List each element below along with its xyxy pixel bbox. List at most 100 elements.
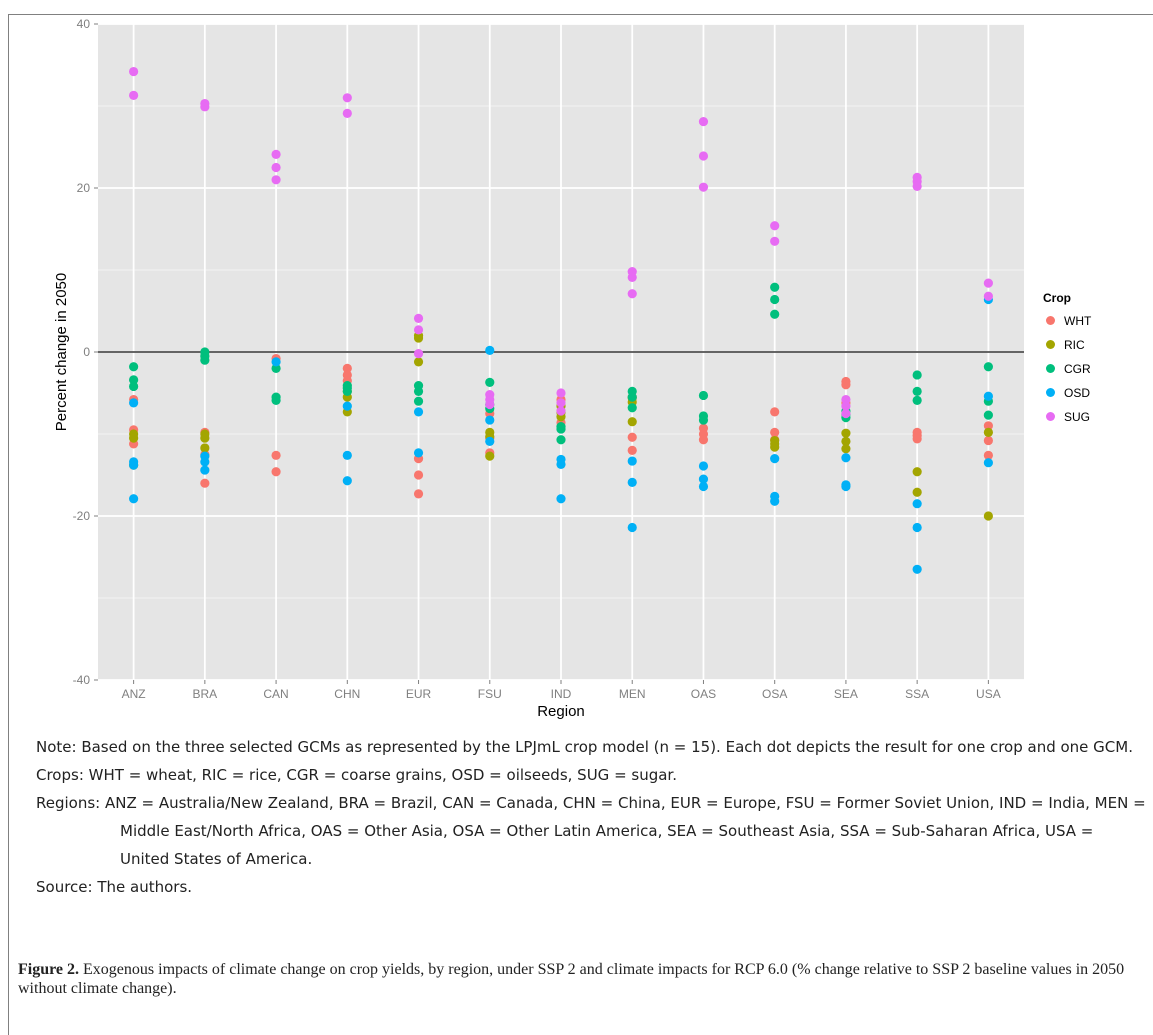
data-point-sug: [413, 349, 424, 359]
x-tick-label: BRA: [193, 687, 218, 701]
figure-frame: [8, 14, 1153, 1035]
legend-label: RIC: [1064, 338, 1085, 352]
data-point-sug: [342, 108, 352, 118]
data-point-wht: [983, 435, 993, 446]
data-point-osd: [129, 398, 139, 408]
data-point-sug: [698, 151, 709, 161]
data-point-sug: [271, 162, 281, 173]
x-tick-label: SSA: [905, 687, 929, 701]
data-point-cgr: [912, 395, 922, 405]
data-point-wht: [841, 380, 851, 390]
data-point-osd: [912, 522, 922, 533]
data-point-sug: [698, 116, 709, 127]
y-tick-label: 20: [77, 181, 91, 195]
data-point-osd: [912, 564, 922, 574]
legend-label: CGR: [1064, 362, 1091, 376]
legend-item-osd: OSD: [1046, 384, 1090, 402]
data-point-ric: [413, 333, 424, 343]
y-axis-label: Percent change in 2050: [53, 273, 70, 431]
data-point-cgr: [271, 395, 281, 405]
data-point-osd: [627, 456, 637, 466]
data-point-sug: [627, 272, 637, 282]
data-point-sug: [841, 394, 851, 405]
caption-label: Figure 2.: [18, 961, 80, 978]
source-text: Source: The authors.: [36, 878, 193, 896]
legend-label: SUG: [1064, 410, 1091, 424]
x-tick-label: EUR: [406, 687, 432, 701]
caption-text: Exogenous impacts of climate change on c…: [18, 961, 1125, 997]
data-point-osd: [413, 407, 424, 417]
data-point-wht: [271, 450, 281, 460]
data-point-cgr: [770, 282, 780, 292]
x-tick-label: ANZ: [122, 687, 146, 701]
data-point-sug: [912, 181, 922, 191]
data-point-sug: [556, 398, 566, 408]
figure-caption: Figure 2. Exogenous impacts of climate c…: [18, 960, 1138, 998]
legend-title: Crop: [1043, 291, 1071, 305]
x-tick-label: OSA: [762, 687, 787, 701]
data-point-sug: [983, 278, 993, 288]
data-point-cgr: [698, 390, 709, 401]
data-point-ric: [129, 433, 139, 443]
legend-item-sug: SUG: [1046, 408, 1090, 426]
data-point-osd: [485, 345, 495, 355]
data-point-osd: [841, 481, 851, 492]
y-tick-label: 0: [83, 345, 90, 359]
data-point-osd: [485, 415, 495, 425]
data-point-ric: [841, 444, 851, 454]
legend-label: OSD: [1064, 386, 1091, 400]
data-point-sug: [200, 102, 210, 112]
x-tick-label: CHN: [334, 687, 360, 701]
data-point-osd: [413, 448, 424, 458]
x-tick-label: IND: [551, 687, 572, 701]
data-point-osd: [627, 477, 637, 487]
data-point-osd: [556, 494, 566, 504]
legend-item-cgr: CGR: [1046, 360, 1091, 378]
data-point-wht: [342, 363, 352, 373]
data-point-cgr: [698, 415, 709, 425]
data-point-osd: [200, 457, 210, 467]
data-point-ric: [841, 436, 851, 446]
data-point-ric: [200, 433, 210, 443]
data-point-osd: [841, 453, 851, 463]
data-point-sug: [983, 291, 993, 301]
x-tick-label: FSU: [478, 687, 502, 701]
data-point-cgr: [770, 294, 780, 305]
data-point-cgr: [770, 309, 780, 319]
data-point-wht: [770, 427, 780, 437]
data-point-osd: [342, 450, 352, 460]
x-axis-label: Region: [537, 703, 585, 720]
legend-label: WHT: [1064, 314, 1092, 328]
y-tick-label: 40: [77, 17, 91, 31]
data-point-osd: [485, 436, 495, 446]
data-point-cgr: [983, 362, 993, 372]
data-point-sug: [627, 289, 637, 299]
data-point-osd: [129, 494, 139, 504]
data-point-osd: [770, 496, 780, 506]
legend-swatch: [1046, 364, 1055, 374]
crops-text: Crops: WHT = wheat, RIC = rice, CGR = co…: [36, 766, 677, 784]
data-point-cgr: [129, 362, 139, 372]
data-point-sug: [342, 93, 352, 103]
data-point-ric: [627, 417, 637, 427]
data-point-wht: [413, 470, 424, 480]
data-point-ric: [485, 451, 495, 461]
data-point-sug: [413, 325, 424, 335]
data-point-ric: [912, 467, 922, 477]
data-point-sug: [129, 90, 139, 100]
data-point-wht: [200, 478, 210, 488]
data-point-wht: [912, 434, 922, 444]
data-point-cgr: [271, 363, 281, 373]
note-text: Note: Based on the three selected GCMs a…: [36, 738, 1133, 756]
data-point-sug: [841, 408, 851, 419]
data-point-cgr: [129, 381, 139, 392]
data-point-ric: [983, 511, 993, 521]
scatter-chart: 40 20 0 -20 -40 ANZ BRA CAN CHN EUR FSU IND MEN OAS O…: [53, 17, 1024, 720]
data-point-osd: [627, 522, 637, 533]
y-tick-label: -40: [73, 673, 91, 687]
y-tick-label: -20: [73, 509, 91, 523]
legend-item-wht: WHT: [1046, 312, 1091, 330]
data-point-sug: [413, 313, 424, 323]
data-point-sug: [271, 175, 281, 185]
data-point-sug: [841, 401, 851, 411]
